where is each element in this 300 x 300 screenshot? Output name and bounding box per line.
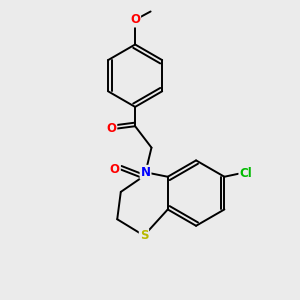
Text: O: O <box>106 122 116 135</box>
Text: S: S <box>140 229 148 242</box>
Text: O: O <box>130 13 140 26</box>
Text: N: N <box>140 166 151 179</box>
Text: Cl: Cl <box>239 167 252 180</box>
Text: O: O <box>110 163 120 176</box>
